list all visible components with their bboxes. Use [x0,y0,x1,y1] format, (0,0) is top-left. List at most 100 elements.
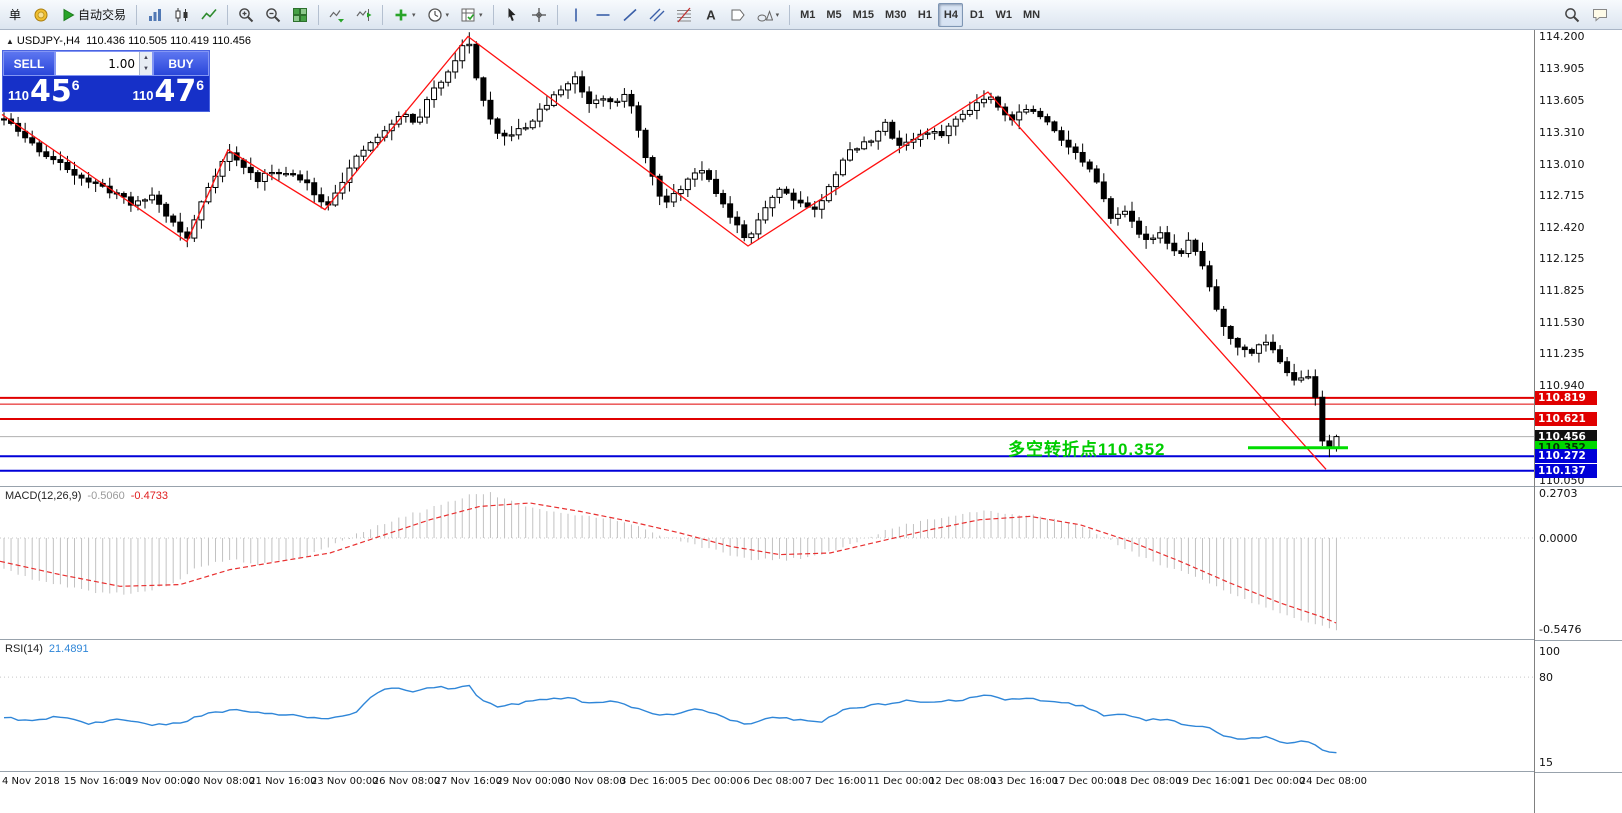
toolbar-separator [227,4,229,25]
line-chart-button[interactable] [196,3,222,27]
price-axis-column[interactable]: 114.200 113.905 113.605 113.310 113.010 112.7… [1534,30,1622,813]
toolbar-right-icons [1559,3,1619,27]
timeframe-d1-button[interactable]: D1 [969,8,984,21]
symbol-search-button[interactable] [1559,3,1585,27]
rsi-panel[interactable]: RSI(14) 21.4891 [0,640,1534,772]
shapes-button[interactable]: ▾ [752,3,785,27]
sell-button[interactable]: SELL [3,51,55,76]
trendline-icon [623,8,637,21]
gold-icon [34,8,48,21]
toolbar: 单 自动交易 ▾ ▾ ▾ A ▾ M1 M5 M15 M30 H1 H4 D1 W1 MN [0,0,1622,30]
auto-scroll-button[interactable] [324,3,350,27]
time-axis[interactable]: 4 Nov 2018 15 Nov 16:00 19 Nov 00:00 20 Nov… [0,772,1534,813]
tile-windows-button[interactable] [287,3,313,27]
price-axis-label: 114.200 [1539,30,1585,44]
timeframe-w1-button[interactable]: W1 [995,8,1012,21]
timeframe-mn-button[interactable]: MN [1022,8,1041,21]
time-axis-label: 4 Nov 2018 [2,776,60,787]
crosshair-button[interactable] [526,3,552,27]
cursor-button[interactable] [499,3,525,27]
chart-shift-button[interactable] [351,3,377,27]
clock-icon [427,7,442,22]
price-axis-label: 113.605 [1539,94,1585,108]
macd-axis-label: 0.2703 [1539,486,1578,500]
vertical-line-button[interactable] [563,3,589,27]
dropdown-caret-icon: ▾ [479,11,483,19]
chat-button[interactable] [1587,3,1613,27]
time-axis-label: 19 Nov 00:00 [125,776,194,787]
horizontal-line-button[interactable] [590,3,616,27]
rsi-canvas[interactable] [0,640,1534,771]
time-axis-label: 6 Dec 08:00 [743,776,805,787]
time-axis-label: 13 Dec 16:00 [990,776,1059,787]
time-axis-label: 18 Dec 08:00 [1114,776,1182,787]
chart-collapse-icon[interactable]: ▲ [6,37,14,46]
autotrading-button[interactable]: 自动交易 [55,3,131,27]
price-chart-canvas[interactable] [0,30,1534,486]
price-axis-label: 113.905 [1539,62,1585,76]
time-axis-label: 29 Nov 00:00 [496,776,564,787]
tiles-icon [293,7,308,22]
rsi-line [3,684,1337,754]
period-button[interactable]: ▾ [422,3,455,27]
rsi-axis-label: 15 [1539,756,1553,769]
time-axis-label: 26 Nov 08:00 [372,776,441,787]
buy-button[interactable]: BUY [153,51,209,76]
price-axis-label: 111.825 [1539,284,1585,298]
linechart-icon [201,8,217,20]
timeframe-m5-button[interactable]: M5 [826,8,842,21]
price-axis-label: 113.010 [1539,157,1585,171]
timeframe-m30-button[interactable]: M30 [885,8,907,21]
fibo-icon [676,7,691,22]
add-indicator-button[interactable]: ▾ [388,3,421,27]
candles-layer [1,32,1340,458]
price-line-label: 110.137 [1535,463,1597,478]
timeframe-m15-button[interactable]: M15 [852,8,875,21]
toolbar-separator [492,4,494,25]
time-axis-label: 17 Dec 00:00 [1052,776,1120,787]
dropdown-caret-icon: ▾ [412,11,416,19]
zoom-in-button[interactable] [233,3,259,27]
equidistant-channel-button[interactable] [644,3,670,27]
timeframe-h4-button[interactable]: H4 [938,2,964,27]
vline-icon [574,8,577,21]
macd-panel[interactable]: MACD(12,26,9) -0.5060 -0.4733 [0,487,1534,640]
dropdown-caret-icon: ▾ [445,11,450,19]
trendline-button[interactable] [617,3,643,27]
macd-histogram [3,492,1337,631]
candlestick-chart-button[interactable] [169,3,195,27]
time-axis-label: 3 Dec 16:00 [620,776,681,787]
bars-icon [149,8,162,21]
label-button[interactable] [725,3,751,27]
axis-separator [1535,640,1622,641]
template-button[interactable]: ▾ [455,3,488,27]
mql-market-button[interactable] [28,3,54,27]
volume-value[interactable]: 1.00 [108,56,135,71]
price-chart-panel[interactable]: ▲ USDJPY-,H4 110.436 110.505 110.419 110.4… [0,30,1534,487]
price-axis-label: 111.530 [1539,315,1585,329]
fibonacci-button[interactable] [671,3,697,27]
axis-separator [1535,772,1622,773]
spinner-down-icon[interactable]: ▼ [143,66,149,73]
volume-spinner[interactable]: ▲ ▼ [139,52,152,75]
time-axis-label: 11 Dec 00:00 [867,776,935,787]
spinner-up-icon[interactable]: ▲ [143,54,149,61]
timeframe-h1-button[interactable]: H1 [917,8,932,21]
chat-icon [1593,8,1607,22]
volume-field[interactable]: 1.00 ▲ ▼ [55,51,153,76]
rsi-axis-label: 80 [1539,671,1553,685]
buy-price: 110 47 6 [132,74,204,109]
bar-chart-button[interactable] [142,3,168,27]
rsi-label: RSI(14) 21.4891 [5,643,89,655]
candles-icon [175,7,188,22]
macd-canvas[interactable] [0,487,1534,639]
text-button[interactable]: A [698,3,724,27]
dropdown-caret-icon: ▾ [775,11,780,19]
timeframe-m1-button[interactable]: M1 [800,8,816,21]
order-button[interactable]: 单 [8,8,21,22]
turning-point-annotation: 多空转折点110.352 [1008,440,1166,459]
time-axis-label: 20 Nov 08:00 [187,776,255,787]
zoom-out-button[interactable] [260,3,286,27]
price-axis-label: 111.235 [1539,347,1585,361]
time-axis-label: 21 Nov 16:00 [249,776,317,787]
